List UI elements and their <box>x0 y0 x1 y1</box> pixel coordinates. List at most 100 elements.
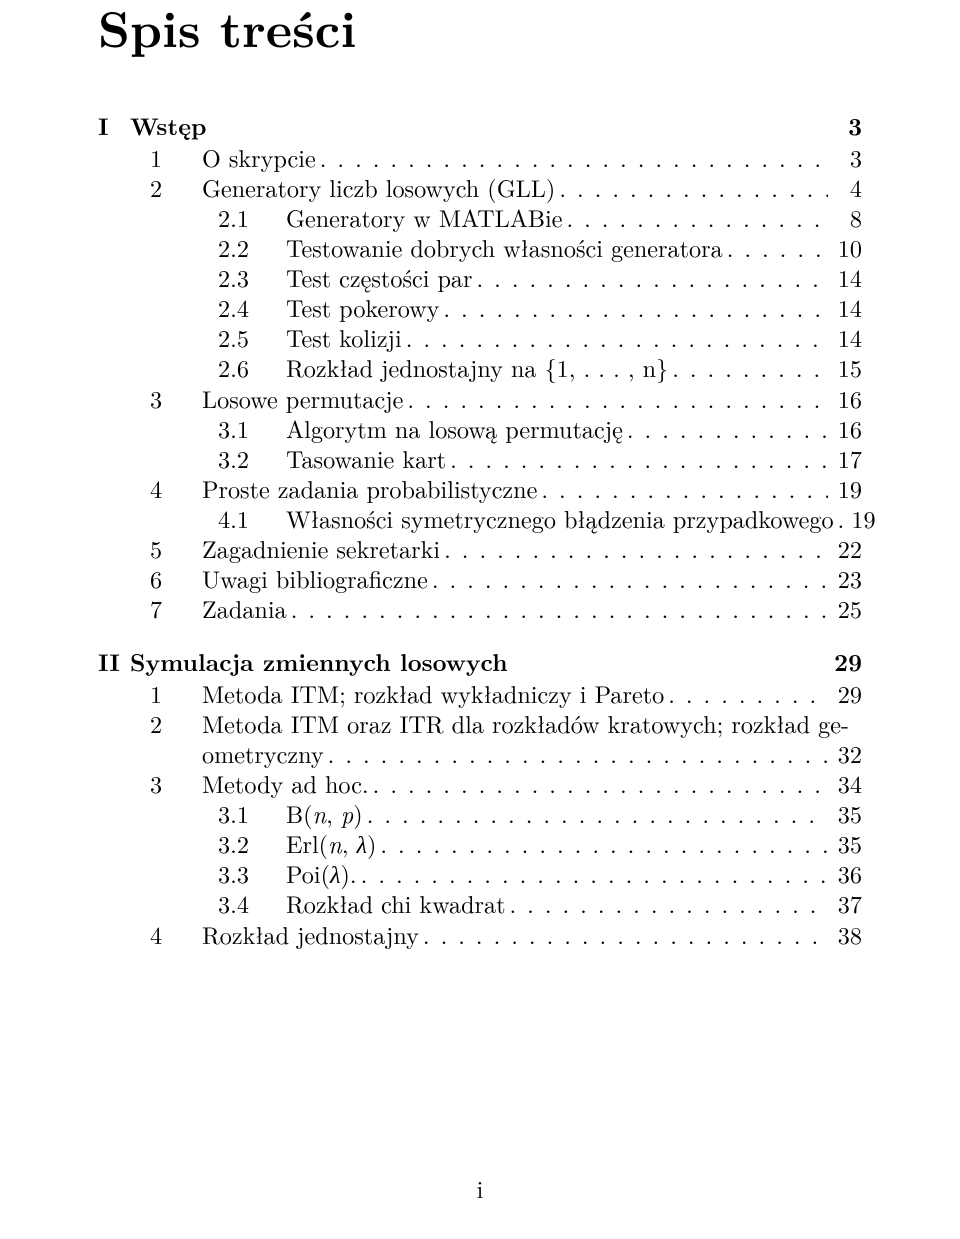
dot-leader <box>369 769 828 799</box>
section-number: 2.5 <box>218 323 286 353</box>
section-row: 3 Losowe permutacje 16 <box>98 384 862 414</box>
subsection-row: 3.3 Poi(λ). 36 <box>98 859 862 889</box>
section-number: 3.3 <box>218 859 286 889</box>
section-title: Test częstości par <box>286 263 473 293</box>
section-page: 35 <box>828 829 862 859</box>
section-page: 32 <box>828 739 862 769</box>
page-number: i <box>98 1171 862 1205</box>
section-title: Proste zadania probabilistyczne <box>202 474 537 504</box>
section-title: Własności symetrycznego błądzenia przypa… <box>286 504 834 534</box>
subsection-row: 4.1 Własności symetrycznego błądzenia pr… <box>98 504 862 534</box>
dot-leader <box>363 799 828 829</box>
section-title: Uwagi bibliograficzne <box>202 564 428 594</box>
section-row: 5 Zagadnienie sekretarki 22 <box>98 534 862 564</box>
chapter-row: II Symulacja zmiennych losowych 29 <box>98 645 862 679</box>
section-title: ometryczny <box>202 739 324 769</box>
section-page: 3 <box>828 143 862 173</box>
dot-leader <box>834 504 842 534</box>
dot-leader <box>440 534 828 564</box>
section-page: 16 <box>828 384 862 414</box>
chapter-title: Wstęp <box>130 109 206 143</box>
subsection-row: 2.1 Generatory w MATLABie 8 <box>98 203 862 233</box>
dot-leader <box>357 859 828 889</box>
section-title: Test pokerowy <box>286 293 439 323</box>
section-number: 5 <box>150 534 202 564</box>
section-title: Testowanie dobrych własności generatora <box>286 233 723 263</box>
toc-body: I Wstęp 3 1 O skrypcie 3 2 Generatory li… <box>98 109 862 950</box>
section-row: 1 Metoda ITM; rozkład wykładniczy i Pare… <box>98 679 862 709</box>
section-page: 14 <box>828 323 862 353</box>
section-title: Metoda ITM; rozkład wykładniczy i Pareto <box>202 679 664 709</box>
section-page: 38 <box>828 920 862 950</box>
dot-leader <box>668 353 828 383</box>
dot-leader <box>555 173 828 203</box>
section-page: 17 <box>828 444 862 474</box>
section-row: 2 Generatory liczb losowych (GLL) 4 <box>98 173 862 203</box>
section-number: 3 <box>150 769 202 799</box>
section-page: 16 <box>828 414 862 444</box>
section-page: 4 <box>828 173 862 203</box>
section-number: 3.4 <box>218 889 286 919</box>
dot-leader <box>316 143 828 173</box>
section-page: 25 <box>828 594 862 624</box>
subsection-row: 3.4 Rozkład chi kwadrat 37 <box>98 889 862 919</box>
section-title: Test kolizji <box>286 323 402 353</box>
section-title: Rozkład jednostajny <box>202 920 419 950</box>
dot-leader <box>439 293 828 323</box>
section-row: 6 Uwagi bibliograficzne 23 <box>98 564 862 594</box>
section-title: B(n, p) <box>286 799 363 829</box>
toc-title: Spis treści <box>98 0 862 53</box>
section-row: 1 O skrypcie 3 <box>98 143 862 173</box>
section-title: Zagadnienie sekretarki <box>202 534 440 564</box>
subsection-row: 2.4 Test pokerowy 14 <box>98 293 862 323</box>
section-page: 8 <box>828 203 862 233</box>
section-number: 3.1 <box>218 414 286 444</box>
section-page: 36 <box>828 859 862 889</box>
section-page: 14 <box>828 293 862 323</box>
section-number: 2.3 <box>218 263 286 293</box>
section-title: Algorytm na losową permutację <box>286 414 623 444</box>
chapter-title: Symulacja zmiennych losowych <box>130 645 508 679</box>
chapter-page: 3 <box>848 109 862 143</box>
dot-leader <box>376 829 828 859</box>
section-page: 10 <box>828 233 862 263</box>
dot-leader <box>287 594 828 624</box>
dot-leader <box>473 263 828 293</box>
subsection-row: 2.3 Test częstości par 14 <box>98 263 862 293</box>
dot-leader <box>419 920 828 950</box>
section-page: 34 <box>828 769 862 799</box>
page: Spis treści I Wstęp 3 1 O skrypcie 3 2 G… <box>0 0 960 1239</box>
dot-leader <box>402 323 828 353</box>
dot-leader <box>506 889 828 919</box>
section-number: 3 <box>150 384 202 414</box>
section-title: Erl(n, λ) <box>286 829 376 859</box>
section-title: Zadania <box>202 594 287 624</box>
subsection-row: 3.1 B(n, p) 35 <box>98 799 862 829</box>
dot-leader <box>428 564 828 594</box>
section-number: 3.1 <box>218 799 286 829</box>
section-page: 15 <box>828 353 862 383</box>
section-page: 37 <box>828 889 862 919</box>
section-title: Metody ad hoc. <box>202 769 369 799</box>
section-page: 35 <box>828 799 862 829</box>
section-page: 29 <box>828 679 862 709</box>
subsection-row: 3.2 Tasowanie kart 17 <box>98 444 862 474</box>
dot-leader <box>537 474 828 504</box>
chapter-page: 29 <box>834 645 862 679</box>
section-number: 2.2 <box>218 233 286 263</box>
section-number: 3.2 <box>218 829 286 859</box>
section-row: 2 Metoda ITM oraz ITR dla rozkładów krat… <box>98 709 862 739</box>
section-page: 14 <box>828 263 862 293</box>
subsection-row: 3.1 Algorytm na losową permutację 16 <box>98 414 862 444</box>
section-page: 19 <box>842 504 876 534</box>
chapter-number: I <box>98 109 130 143</box>
section-number: 2.1 <box>218 203 286 233</box>
section-row: 7 Zadania 25 <box>98 594 862 624</box>
section-number: 1 <box>150 679 202 709</box>
section-number: 3.2 <box>218 444 286 474</box>
section-title: Metoda ITM oraz ITR dla rozkładów kratow… <box>202 709 849 739</box>
dot-leader <box>446 444 828 474</box>
subsection-row: 2.2 Testowanie dobrych własności generat… <box>98 233 862 263</box>
section-row: 4 Proste zadania probabilistyczne 19 <box>98 474 862 504</box>
section-number: 6 <box>150 564 202 594</box>
